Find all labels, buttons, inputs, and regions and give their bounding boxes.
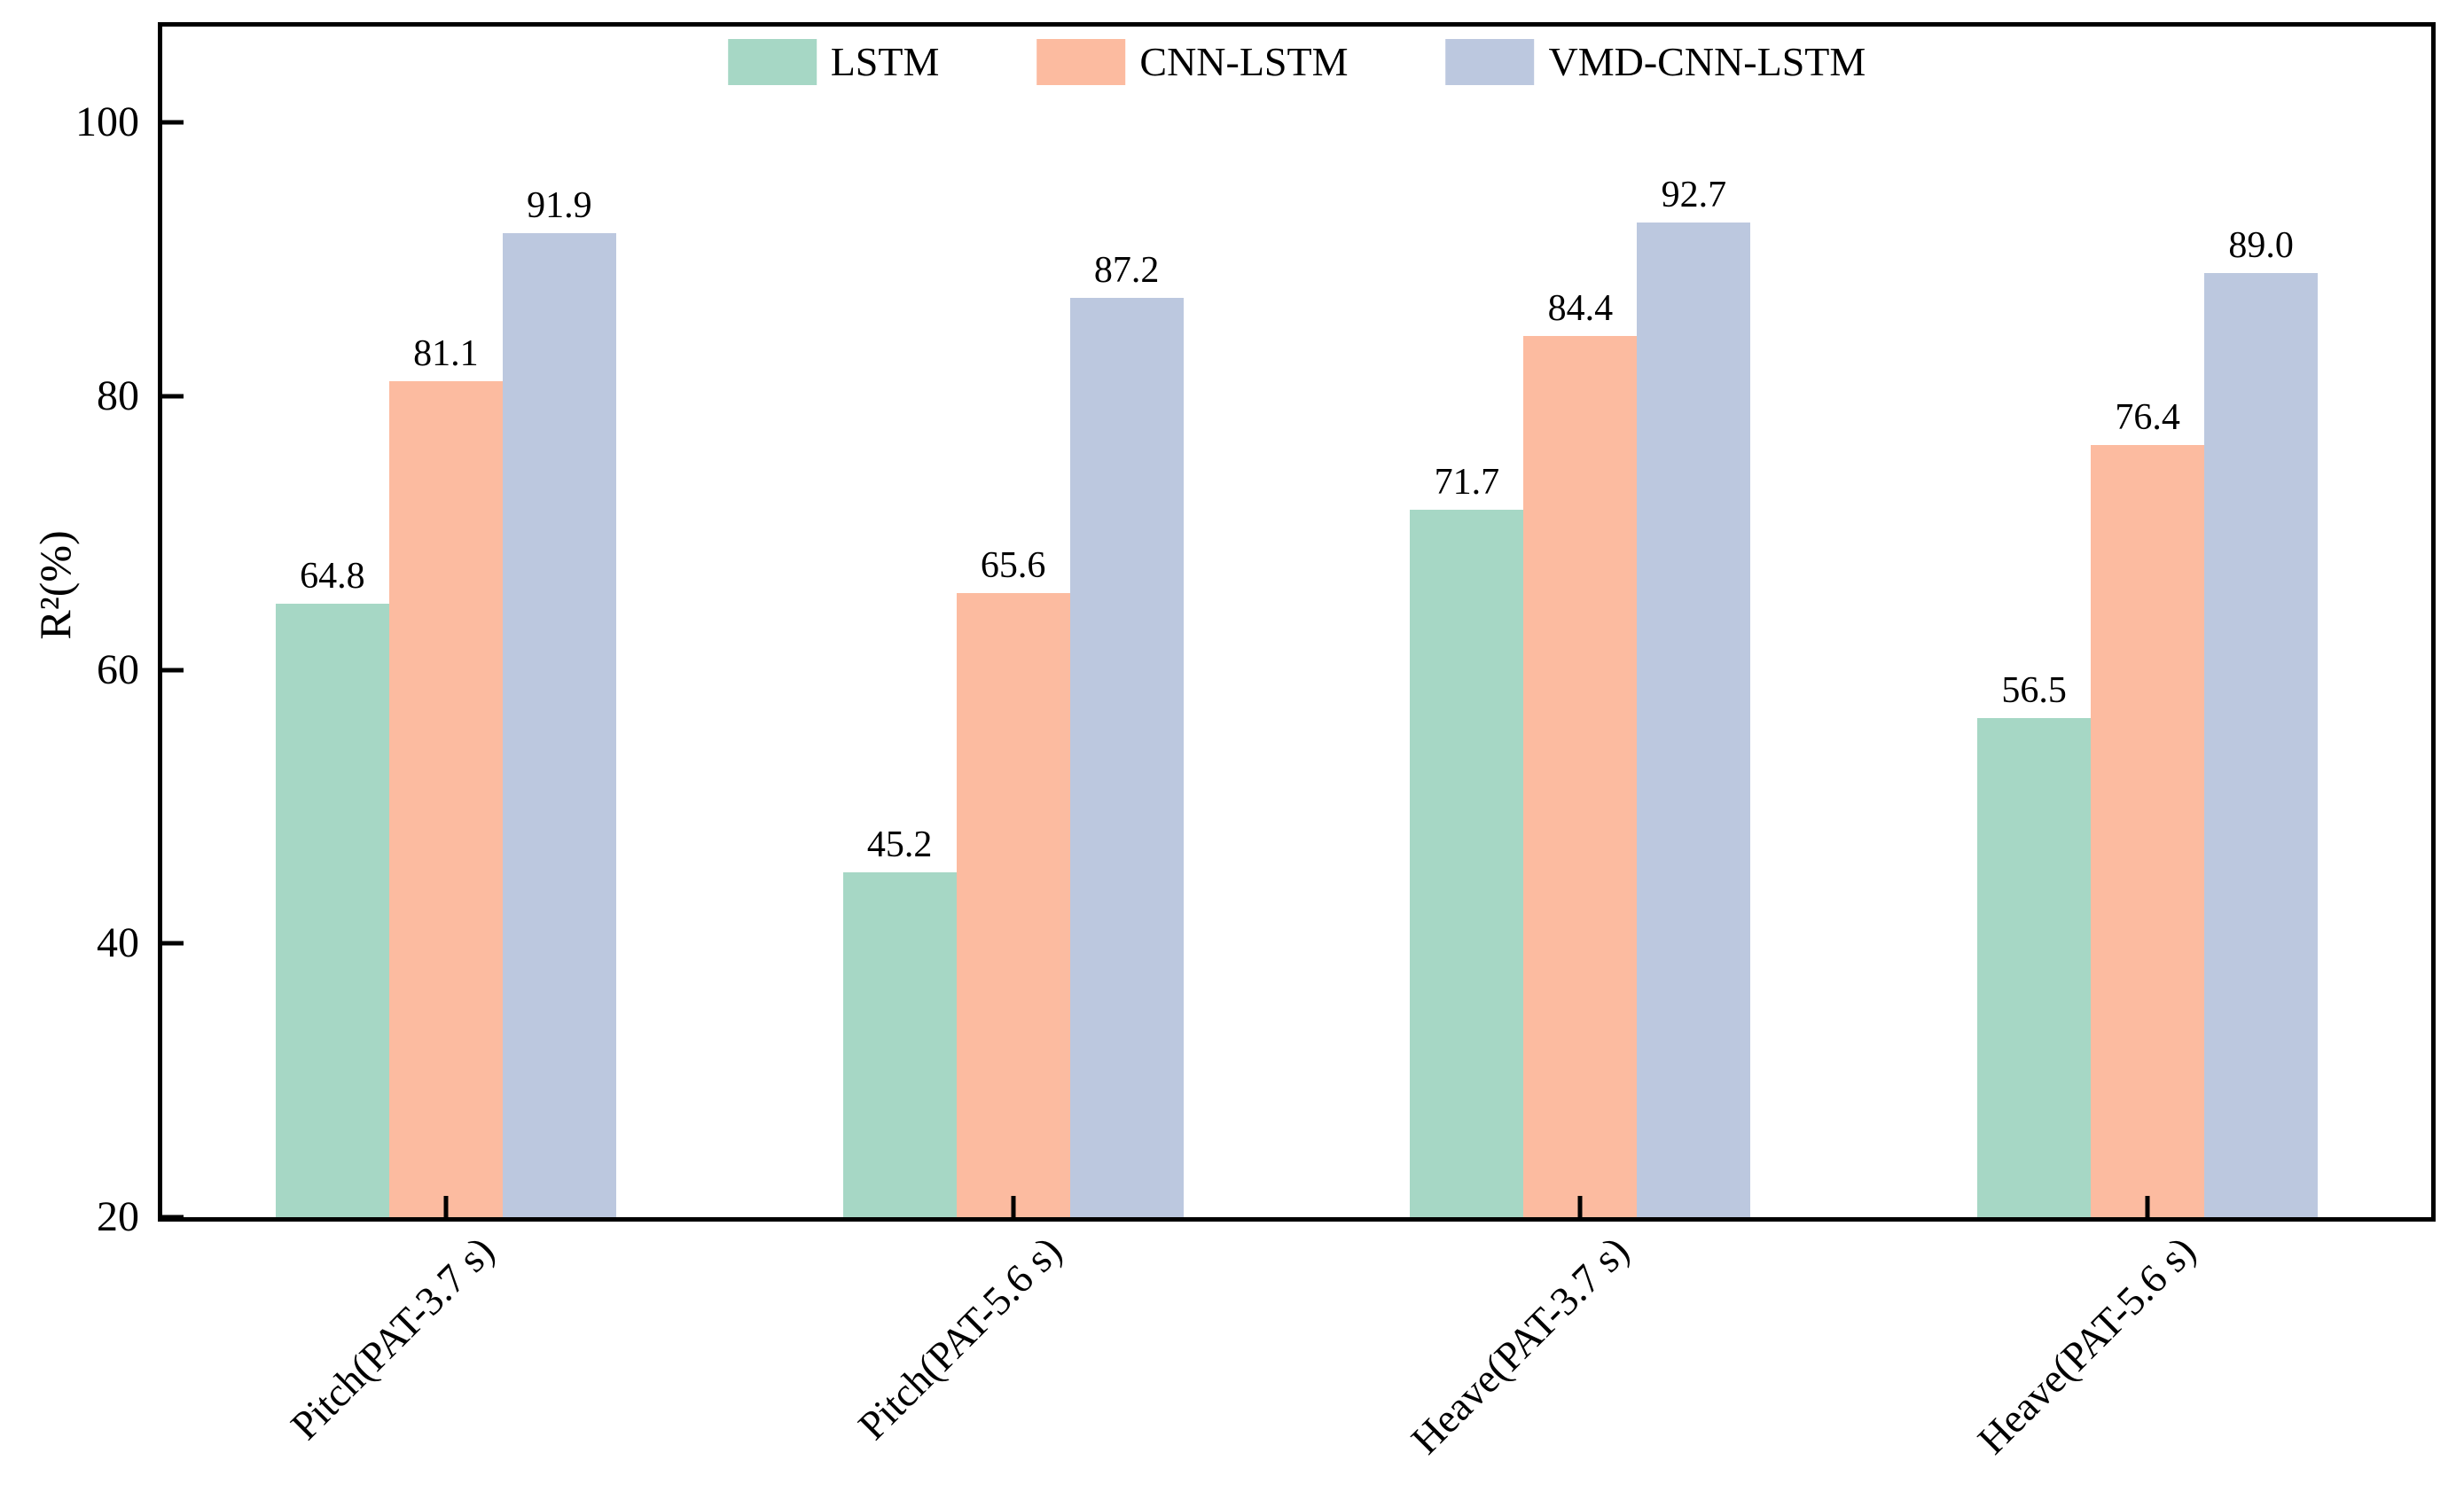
legend-entry-lstm: LSTM bbox=[727, 39, 940, 85]
y-tick-mark bbox=[162, 1215, 184, 1220]
bar-value-label: 81.1 bbox=[413, 332, 479, 374]
y-tick-mark bbox=[162, 668, 184, 673]
bar-vmd-cnn-lstm-2 bbox=[1069, 297, 1184, 1217]
legend-swatch-icon bbox=[1445, 39, 1535, 85]
x-tick-label: Pitch(PAT-5.6 s) bbox=[849, 1227, 1070, 1449]
y-tick-label: 80 bbox=[97, 371, 139, 419]
y-tick-label: 100 bbox=[75, 98, 139, 146]
x-tick-label: Heave(PAT-3.7 s) bbox=[1402, 1227, 1638, 1463]
bar-lstm-2 bbox=[842, 872, 957, 1217]
bar-vmd-cnn-lstm-4 bbox=[2204, 272, 2319, 1217]
bar-value-label: 91.9 bbox=[527, 185, 592, 227]
bar-cnn-lstm-2 bbox=[956, 593, 1070, 1217]
legend-label: LSTM bbox=[830, 39, 940, 84]
bar-cnn-lstm-4 bbox=[2091, 445, 2205, 1217]
legend-entry-cnn-lstm: CNN-LSTM bbox=[1036, 39, 1349, 85]
x-tick-label: Heave(PAT-5.6 s) bbox=[1969, 1227, 2205, 1463]
bar-value-label: 65.6 bbox=[980, 545, 1046, 587]
bar-lstm-1 bbox=[275, 604, 389, 1217]
legend: LSTM CNN-LSTM VMD-CNN-LSTM bbox=[727, 39, 1866, 85]
bar-value-label: 89.0 bbox=[2228, 224, 2294, 266]
legend-entry-vmd-cnn-lstm: VMD-CNN-LSTM bbox=[1445, 39, 1866, 85]
bar-vmd-cnn-lstm-3 bbox=[1637, 222, 1751, 1217]
x-tick-label: Pitch(PAT-3.7 s) bbox=[282, 1227, 503, 1449]
bar-value-label: 76.4 bbox=[2115, 397, 2180, 439]
y-tick-label: 20 bbox=[97, 1193, 139, 1240]
y-tick-mark bbox=[162, 941, 184, 946]
bar-value-label: 71.7 bbox=[1434, 461, 1500, 503]
bar-value-label: 87.2 bbox=[1093, 249, 1160, 291]
legend-swatch-icon bbox=[727, 39, 817, 85]
bar-value-label: 64.8 bbox=[300, 556, 365, 598]
bar-cnn-lstm-3 bbox=[1523, 335, 1638, 1217]
y-tick-label: 40 bbox=[97, 919, 139, 967]
bar-cnn-lstm-1 bbox=[388, 380, 503, 1217]
bar-vmd-cnn-lstm-1 bbox=[502, 233, 616, 1217]
x-tick-mark bbox=[1011, 1196, 1016, 1217]
bar-lstm-4 bbox=[1977, 717, 2092, 1217]
y-axis-label: R²(%) bbox=[30, 530, 80, 640]
y-tick-mark bbox=[162, 120, 184, 125]
x-tick-mark bbox=[2145, 1196, 2150, 1217]
bar-lstm-3 bbox=[1410, 509, 1524, 1217]
bar-value-label: 84.4 bbox=[1547, 287, 1614, 329]
legend-label: CNN-LSTM bbox=[1139, 39, 1349, 84]
bar-value-label: 92.7 bbox=[1661, 174, 1727, 215]
legend-label: VMD-CNN-LSTM bbox=[1548, 39, 1866, 84]
x-tick-mark bbox=[1577, 1196, 1583, 1217]
bar-value-label: 45.2 bbox=[866, 824, 933, 865]
bar-value-label: 56.5 bbox=[2001, 669, 2067, 711]
plot-area: LSTM CNN-LSTM VMD-CNN-LSTM 20 40 60 80 100 64.8… bbox=[75, 22, 2436, 1463]
y-tick-label: 60 bbox=[97, 645, 139, 693]
legend-swatch-icon bbox=[1036, 39, 1126, 85]
x-tick-mark bbox=[443, 1196, 449, 1217]
y-tick-mark bbox=[162, 394, 184, 399]
